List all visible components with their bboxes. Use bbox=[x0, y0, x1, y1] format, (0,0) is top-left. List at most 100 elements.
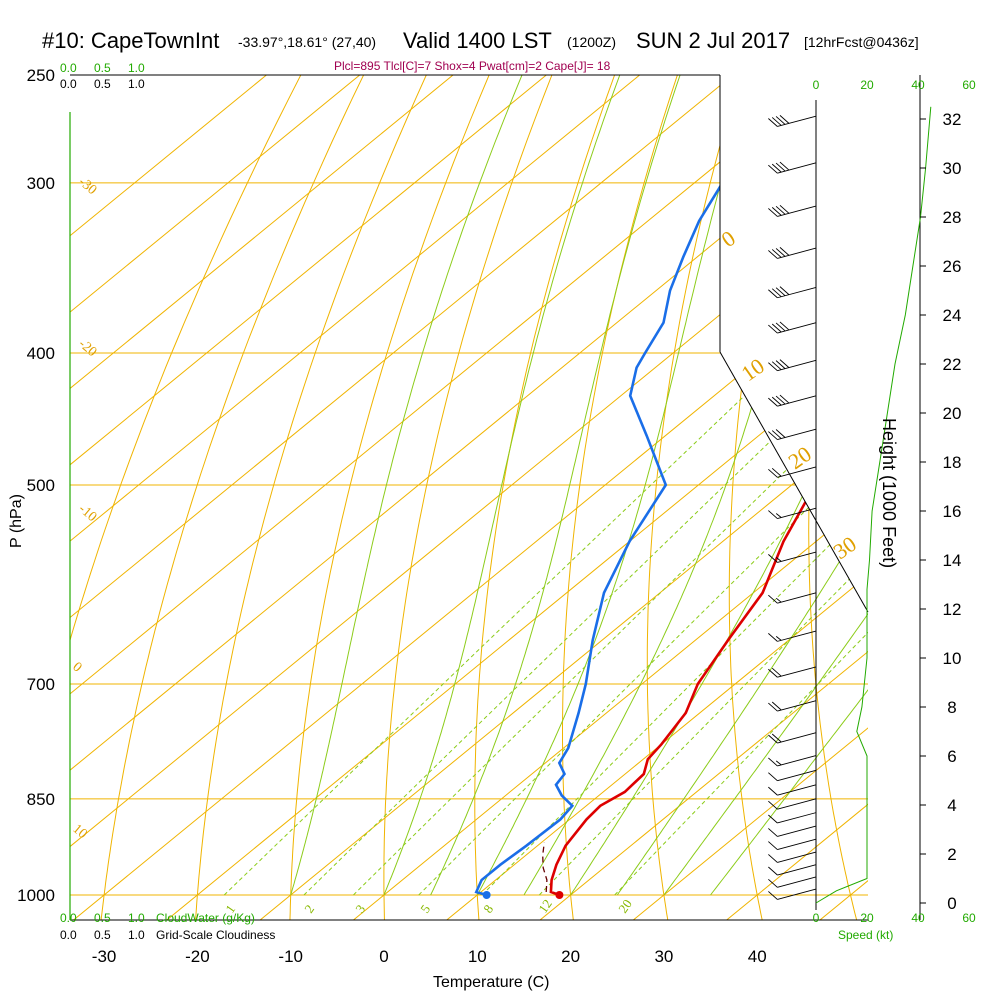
wind-barb-flag bbox=[775, 162, 786, 172]
mixing-ratio-20 bbox=[614, 352, 868, 896]
wind-barb-staff bbox=[777, 700, 817, 712]
series-temperature bbox=[549, 101, 868, 897]
dry-adiabat--30 bbox=[100, 75, 376, 920]
dry-adiabat-0 bbox=[383, 75, 562, 920]
pressure-tick-1000: 1000 bbox=[17, 886, 55, 905]
pressure-tick-700: 700 bbox=[27, 675, 55, 694]
wind-barb bbox=[768, 466, 817, 478]
wind-barb bbox=[768, 286, 817, 299]
wind-barb-staff bbox=[777, 428, 817, 441]
wind-barb-staff bbox=[777, 825, 817, 837]
isotherm-40 bbox=[721, 75, 868, 920]
wind-barb-staff bbox=[777, 864, 817, 876]
wind-barb-flag bbox=[771, 467, 782, 477]
wind-barb-flag bbox=[771, 396, 782, 406]
mixing-ratio-label-1: 1 bbox=[222, 902, 238, 916]
wind-barb-flag bbox=[768, 118, 778, 127]
wind-barb-flag bbox=[775, 248, 786, 257]
wind-barb-flag bbox=[768, 431, 778, 440]
height-tick-0: 0 bbox=[947, 894, 956, 913]
wind-barb-flag bbox=[768, 469, 778, 478]
dry-adiabat-70 bbox=[961, 51, 1000, 924]
temp-tick--30: -30 bbox=[92, 947, 117, 966]
isotherm--70 bbox=[70, 75, 763, 920]
isotherm--10 bbox=[255, 75, 868, 920]
wind-barb-flag bbox=[771, 249, 782, 258]
wind-barb-flag bbox=[779, 204, 790, 214]
isotherm--30 bbox=[70, 75, 868, 920]
height-tick-2: 2 bbox=[947, 845, 956, 864]
height-tick-10: 10 bbox=[943, 649, 962, 668]
wind-barb-flag bbox=[775, 287, 786, 297]
wind-barb-flag bbox=[768, 594, 778, 604]
wind-barb-staff bbox=[777, 876, 817, 888]
wind-barb-flag bbox=[768, 208, 778, 217]
wind-barb bbox=[768, 161, 817, 174]
wind-barb-half bbox=[775, 760, 782, 766]
isotherm--40 bbox=[70, 75, 868, 920]
height-tick-20: 20 bbox=[943, 404, 962, 423]
pressure-tick-250: 250 bbox=[27, 66, 55, 85]
wind-barb-flag bbox=[779, 161, 790, 171]
isotherm--80 bbox=[70, 75, 670, 920]
wind-barb-flag bbox=[768, 814, 778, 824]
wind-barb bbox=[768, 115, 817, 127]
wind-barb-half bbox=[775, 557, 782, 562]
wind-barb bbox=[768, 825, 817, 837]
height-tick-4: 4 bbox=[947, 796, 956, 815]
isotherm-10 bbox=[441, 75, 868, 920]
wind-barb-staff bbox=[777, 395, 817, 407]
dry-adiabat-60 bbox=[886, 51, 952, 924]
height-tick-16: 16 bbox=[943, 502, 962, 521]
mixing-ratio-label-20: 20 bbox=[615, 896, 635, 915]
wind-barb bbox=[768, 592, 817, 604]
wind-barb-flag bbox=[771, 701, 782, 711]
isotherm--120 bbox=[70, 75, 297, 920]
wind-barb-staff bbox=[777, 115, 817, 127]
wind-barb bbox=[768, 784, 817, 796]
wind-barb-staff bbox=[777, 630, 817, 642]
wind-barb-flag bbox=[771, 117, 782, 126]
wind-barb bbox=[768, 204, 817, 217]
wind-barb-staff bbox=[777, 322, 817, 334]
wind-barb-staff bbox=[777, 162, 817, 174]
moist-adiabat-1 bbox=[383, 75, 630, 896]
mixing-ratio-label-3: 3 bbox=[352, 902, 368, 916]
height-tick-12: 12 bbox=[943, 600, 962, 619]
wind-barb-flag bbox=[771, 667, 782, 677]
wind-barb-staff bbox=[777, 359, 817, 372]
wind-barb-staff bbox=[777, 812, 817, 824]
moist-adiabat-6 bbox=[616, 75, 868, 896]
wind-barb-staff bbox=[777, 769, 817, 782]
surface-temperature-marker bbox=[555, 891, 564, 899]
wind-barb-flag bbox=[779, 394, 790, 404]
wind-barb-flag bbox=[768, 786, 778, 796]
wind-barb-flag bbox=[775, 322, 786, 332]
wind-barb-staff bbox=[777, 551, 817, 563]
mixing-ratio-label-5: 5 bbox=[417, 902, 433, 916]
wind-barb-flag bbox=[768, 510, 778, 519]
moist-adiabat-0 bbox=[290, 75, 533, 896]
series-dewpoint bbox=[474, 101, 803, 897]
wind-barb-flag bbox=[779, 321, 790, 331]
wind-barb-flag bbox=[771, 163, 782, 173]
wind-barb-staff bbox=[777, 666, 817, 678]
wind-barb bbox=[768, 551, 817, 563]
wind-barb-flag bbox=[768, 324, 778, 334]
wind-barb-flag bbox=[771, 430, 782, 439]
moist-adiabat-7 bbox=[663, 75, 868, 896]
temp-tick-0: 0 bbox=[379, 947, 388, 966]
wind-barb-flag bbox=[779, 247, 790, 256]
isotherm--90 bbox=[70, 75, 577, 920]
wind-barb-staff bbox=[777, 784, 817, 796]
temp-tick-30: 30 bbox=[654, 947, 673, 966]
wind-barb-flag bbox=[771, 733, 782, 743]
mixing-ratio-label-12: 12 bbox=[535, 896, 555, 915]
pressure-tick-500: 500 bbox=[27, 476, 55, 495]
dry-adiabat-label-8: 30 bbox=[829, 531, 861, 564]
dry-adiabat-label-2: -10 bbox=[75, 502, 99, 525]
mixing-ratio-12 bbox=[538, 352, 868, 896]
wind-barb bbox=[768, 838, 817, 851]
frame-diagonal bbox=[719, 351, 869, 613]
mixing-ratio-label-2: 2 bbox=[301, 902, 317, 916]
